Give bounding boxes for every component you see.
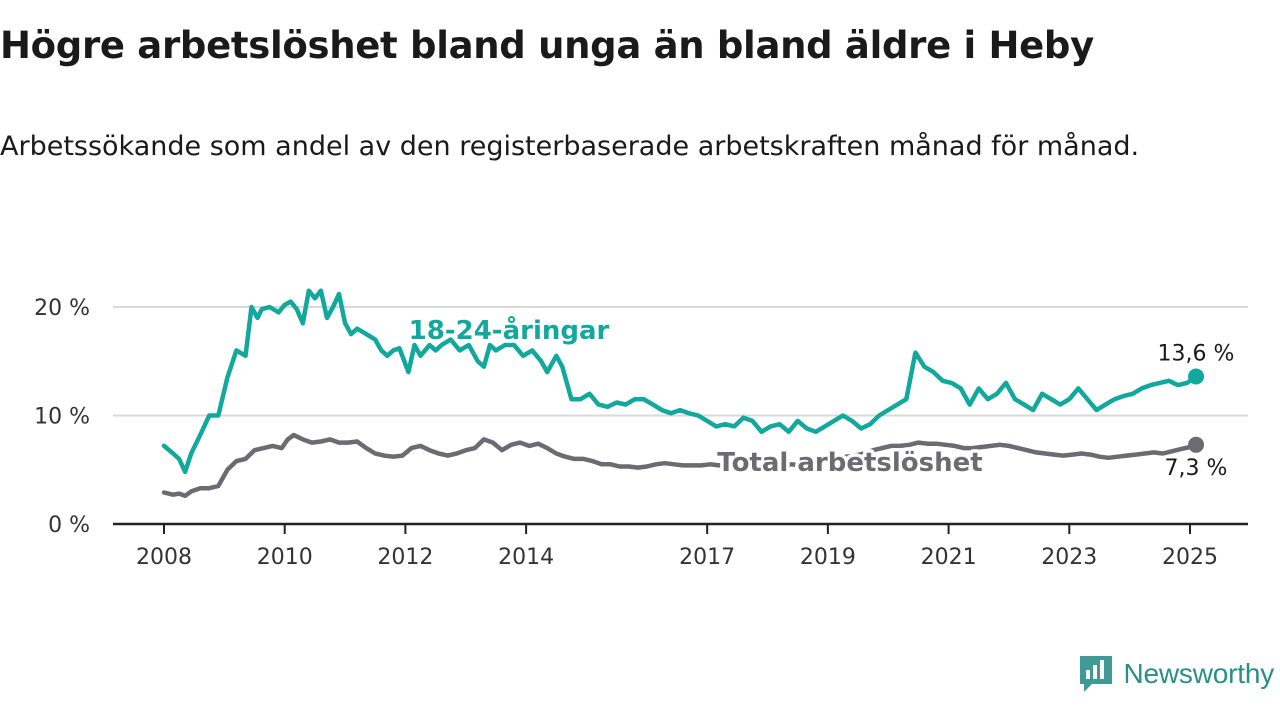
axes: 0 % 10 % 20 % 2008 2010 2012 2014 2017 2019 2021 2… — [34, 296, 1248, 570]
page-title: Högre arbetslöshet bland unga än bland ä… — [0, 24, 1094, 67]
end-label-total: 7,3 % — [1165, 456, 1228, 481]
x-tick-label: 2008 — [136, 545, 192, 570]
x-tick-label: 2012 — [377, 545, 433, 570]
brand: Newsworthy — [1078, 654, 1274, 694]
x-tick-label: 2010 — [257, 545, 313, 570]
newsworthy-logo-icon — [1079, 656, 1112, 692]
x-tick-label: 2017 — [679, 545, 735, 570]
x-tick-label: 2014 — [498, 545, 554, 570]
gridlines — [113, 306, 1248, 417]
end-point-youth — [1188, 368, 1205, 385]
page-subtitle: Arbetssökande som andel av den registerb… — [0, 131, 1140, 162]
series-line-youth — [161, 288, 1199, 475]
y-tick-label: 0 % — [48, 513, 90, 538]
y-tick-label: 10 % — [34, 405, 90, 430]
x-tick-label: 2019 — [800, 545, 856, 570]
x-tick-label: 2025 — [1162, 545, 1218, 570]
x-tick-label: 2021 — [921, 545, 977, 570]
labels: 13,6 % 7,3 % 18-24-åringar Total arbetslösh… — [405, 311, 1235, 482]
end-point-total — [1188, 436, 1205, 453]
x-tick-label: 2023 — [1041, 545, 1097, 570]
series-label-total: Total arbetslöshet — [717, 448, 982, 478]
brand-name: Newsworthy — [1123, 658, 1275, 689]
end-label-youth: 13,6 % — [1158, 341, 1235, 366]
series-lines — [161, 288, 1205, 499]
y-tick-label: 20 % — [34, 296, 90, 321]
series-label-youth: 18-24-åringar — [409, 314, 610, 346]
series-line-total — [161, 432, 1199, 499]
